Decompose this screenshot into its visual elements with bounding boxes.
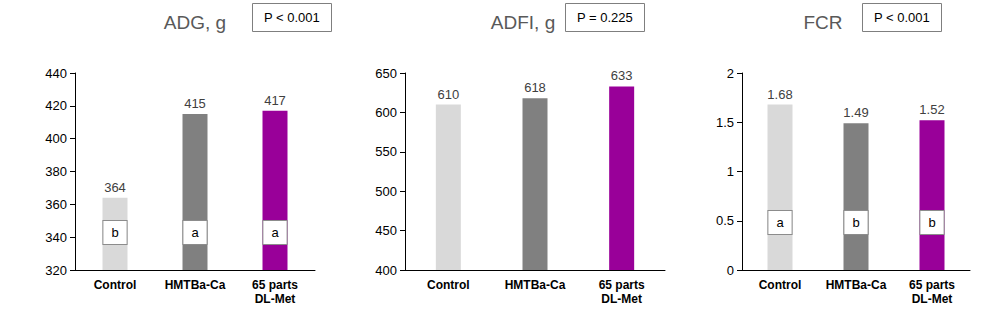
svg-text:618: 618 (524, 80, 546, 95)
svg-text:b: b (852, 215, 859, 230)
svg-text:DL-Met: DL-Met (255, 292, 296, 306)
svg-text:0: 0 (727, 263, 734, 278)
svg-text:b: b (928, 215, 935, 230)
svg-text:ADG, g: ADG, g (164, 12, 226, 33)
svg-text:Control: Control (94, 278, 137, 292)
svg-text:b: b (111, 225, 118, 240)
svg-text:DL-Met: DL-Met (912, 292, 953, 306)
svg-text:450: 450 (375, 223, 397, 238)
svg-text:HMTBa-Ca: HMTBa-Ca (826, 278, 887, 292)
svg-text:633: 633 (611, 68, 633, 83)
svg-text:550: 550 (375, 144, 397, 159)
svg-text:340: 340 (45, 230, 67, 245)
svg-text:P = 0.225: P = 0.225 (577, 10, 633, 25)
svg-text:1: 1 (727, 164, 734, 179)
svg-text:364: 364 (104, 180, 126, 195)
svg-text:a: a (776, 215, 784, 230)
svg-text:1.68: 1.68 (767, 87, 792, 102)
svg-text:360: 360 (45, 197, 67, 212)
svg-text:417: 417 (264, 93, 286, 108)
svg-text:Control: Control (759, 278, 802, 292)
svg-text:P < 0.001: P < 0.001 (264, 10, 320, 25)
svg-text:2: 2 (727, 66, 734, 81)
svg-text:HMTBa-Ca: HMTBa-Ca (165, 278, 226, 292)
svg-text:P < 0.001: P < 0.001 (874, 10, 930, 25)
svg-text:415: 415 (184, 96, 206, 111)
svg-text:65 parts: 65 parts (599, 278, 645, 292)
svg-text:500: 500 (375, 184, 397, 199)
svg-text:320: 320 (45, 263, 67, 278)
svg-text:a: a (191, 225, 199, 240)
svg-text:650: 650 (375, 66, 397, 81)
svg-text:400: 400 (375, 263, 397, 278)
svg-text:400: 400 (45, 131, 67, 146)
svg-text:0.5: 0.5 (716, 213, 734, 228)
svg-text:65 parts: 65 parts (909, 278, 955, 292)
svg-text:380: 380 (45, 164, 67, 179)
svg-text:Control: Control (427, 278, 470, 292)
svg-text:DL-Met: DL-Met (601, 292, 642, 306)
svg-text:420: 420 (45, 98, 67, 113)
svg-text:HMTBa-Ca: HMTBa-Ca (505, 278, 566, 292)
svg-text:610: 610 (437, 87, 459, 102)
svg-text:FCR: FCR (803, 12, 842, 33)
svg-text:ADFI, g: ADFI, g (491, 12, 555, 33)
svg-text:65 parts: 65 parts (252, 278, 298, 292)
svg-text:1.5: 1.5 (716, 115, 734, 130)
svg-text:440: 440 (45, 66, 67, 81)
svg-text:a: a (271, 225, 279, 240)
svg-text:1.52: 1.52 (919, 102, 944, 117)
svg-text:600: 600 (375, 105, 397, 120)
svg-text:1.49: 1.49 (843, 105, 868, 120)
